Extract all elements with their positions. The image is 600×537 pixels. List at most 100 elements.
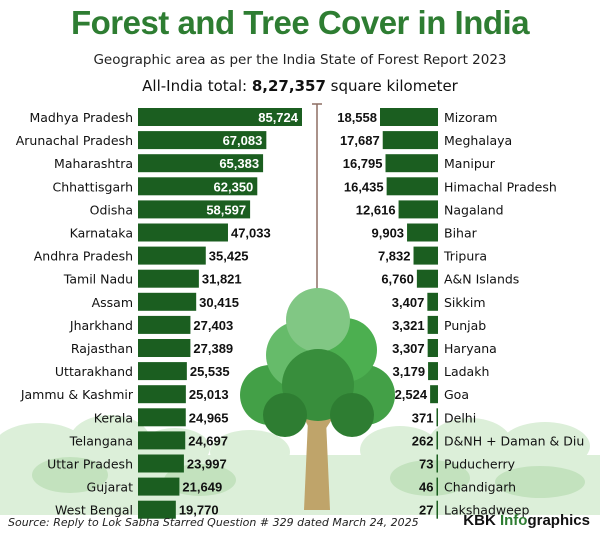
category-label: Telangana: [69, 433, 133, 448]
value-label: 3,407: [392, 295, 425, 310]
tree-canopy: [240, 288, 395, 437]
value-label: 35,425: [209, 249, 249, 264]
value-label: 30,415: [199, 295, 239, 310]
bar: [138, 154, 264, 173]
value-label: 16,795: [343, 156, 383, 171]
bar: [386, 177, 438, 196]
category-label: Jharkhand: [69, 318, 133, 333]
value-label: 65,383: [219, 156, 259, 171]
bar: [382, 131, 438, 150]
bar: [138, 362, 187, 381]
source-note: Source: Reply to Lok Sabha Starred Quest…: [8, 516, 419, 529]
category-label: Uttar Pradesh: [47, 457, 133, 472]
bar: [436, 454, 438, 473]
bar: [385, 154, 438, 173]
value-label: 23,997: [187, 457, 227, 472]
value-label: 371: [412, 410, 434, 425]
total-value: 8,27,357: [251, 77, 326, 95]
bar: [407, 223, 438, 242]
value-label: 25,535: [190, 364, 230, 379]
bar: [138, 177, 258, 196]
bar: [138, 431, 186, 450]
bar: [138, 108, 302, 126]
value-label: 6,760: [381, 272, 414, 287]
category-label: Nagaland: [444, 202, 504, 217]
category-label: A&N Islands: [444, 272, 519, 287]
tree-trunk: [304, 420, 330, 510]
value-label: 24,965: [189, 410, 229, 425]
value-label: 27,403: [193, 318, 233, 333]
bar: [138, 200, 251, 219]
category-label: Mizoram: [444, 110, 497, 125]
category-label: Madhya Pradesh: [29, 110, 133, 125]
category-label: Kerala: [94, 410, 133, 425]
value-label: 16,435: [344, 179, 384, 194]
value-label: 31,821: [202, 272, 242, 287]
bar: [138, 315, 191, 334]
value-label: 17,687: [340, 133, 380, 148]
bar: [138, 408, 186, 427]
bar: [436, 477, 438, 496]
value-label: 67,083: [223, 133, 263, 148]
category-label: Rajasthan: [71, 341, 133, 356]
value-label: 27: [419, 503, 433, 518]
category-label: Uttarakhand: [55, 364, 133, 379]
bar: [138, 223, 228, 242]
category-label: Tamil Nadu: [63, 272, 133, 287]
category-label: Tripura: [443, 249, 487, 264]
bar: [428, 362, 438, 381]
bar: [430, 385, 438, 404]
total-suffix: square kilometer: [325, 77, 458, 95]
all-india-total: All-India total: 8,27,357 square kilomet…: [0, 77, 600, 95]
bar: [427, 315, 438, 334]
brand-name: KBK: [463, 512, 500, 529]
category-label: West Bengal: [55, 503, 133, 518]
category-label: Manipur: [444, 156, 496, 171]
category-label: Arunachal Pradesh: [16, 133, 133, 148]
value-label: 9,903: [372, 226, 405, 241]
category-label: Chhattisgarh: [53, 179, 133, 194]
category-label: Assam: [92, 295, 133, 310]
brand-accent: Info: [499, 512, 528, 529]
bar: [436, 431, 438, 450]
value-label: 27,389: [193, 341, 233, 356]
value-label: 3,179: [393, 364, 426, 379]
background-trees-near: [32, 457, 585, 498]
category-label: Meghalaya: [444, 133, 512, 148]
bar: [138, 385, 186, 404]
bar: [398, 200, 438, 219]
category-label: Chandigarh: [444, 480, 516, 495]
category-label: Jammu & Kashmir: [20, 387, 134, 402]
value-label: 7,832: [378, 249, 411, 264]
value-label: 46: [419, 480, 433, 495]
category-label: Lakshadweep: [444, 503, 529, 518]
category-label: Bihar: [444, 226, 478, 241]
value-label: 21,649: [182, 480, 222, 495]
bar: [138, 477, 180, 496]
value-label: 18,558: [337, 110, 377, 125]
bar: [380, 108, 438, 126]
value-label: 19,770: [179, 503, 219, 518]
value-label: 58,597: [206, 202, 246, 217]
value-label: 85,724: [258, 110, 299, 125]
value-label: 12,616: [356, 202, 396, 217]
bar: [138, 269, 199, 288]
bar: [138, 339, 191, 357]
category-label: Gujarat: [87, 480, 134, 495]
value-label: 73: [419, 457, 433, 472]
bar: [138, 500, 176, 519]
category-label: Goa: [444, 387, 469, 402]
category-label: Haryana: [444, 341, 497, 356]
category-label: Karnataka: [70, 226, 133, 241]
category-label: Delhi: [444, 410, 476, 425]
bar: [138, 246, 206, 265]
bar: [436, 500, 438, 519]
category-label: Sikkim: [444, 295, 486, 310]
category-label: D&NH + Daman & Diu: [444, 433, 584, 448]
value-label: 262: [412, 433, 434, 448]
total-prefix: All-India total:: [142, 77, 252, 95]
category-label: Himachal Pradesh: [444, 179, 557, 194]
